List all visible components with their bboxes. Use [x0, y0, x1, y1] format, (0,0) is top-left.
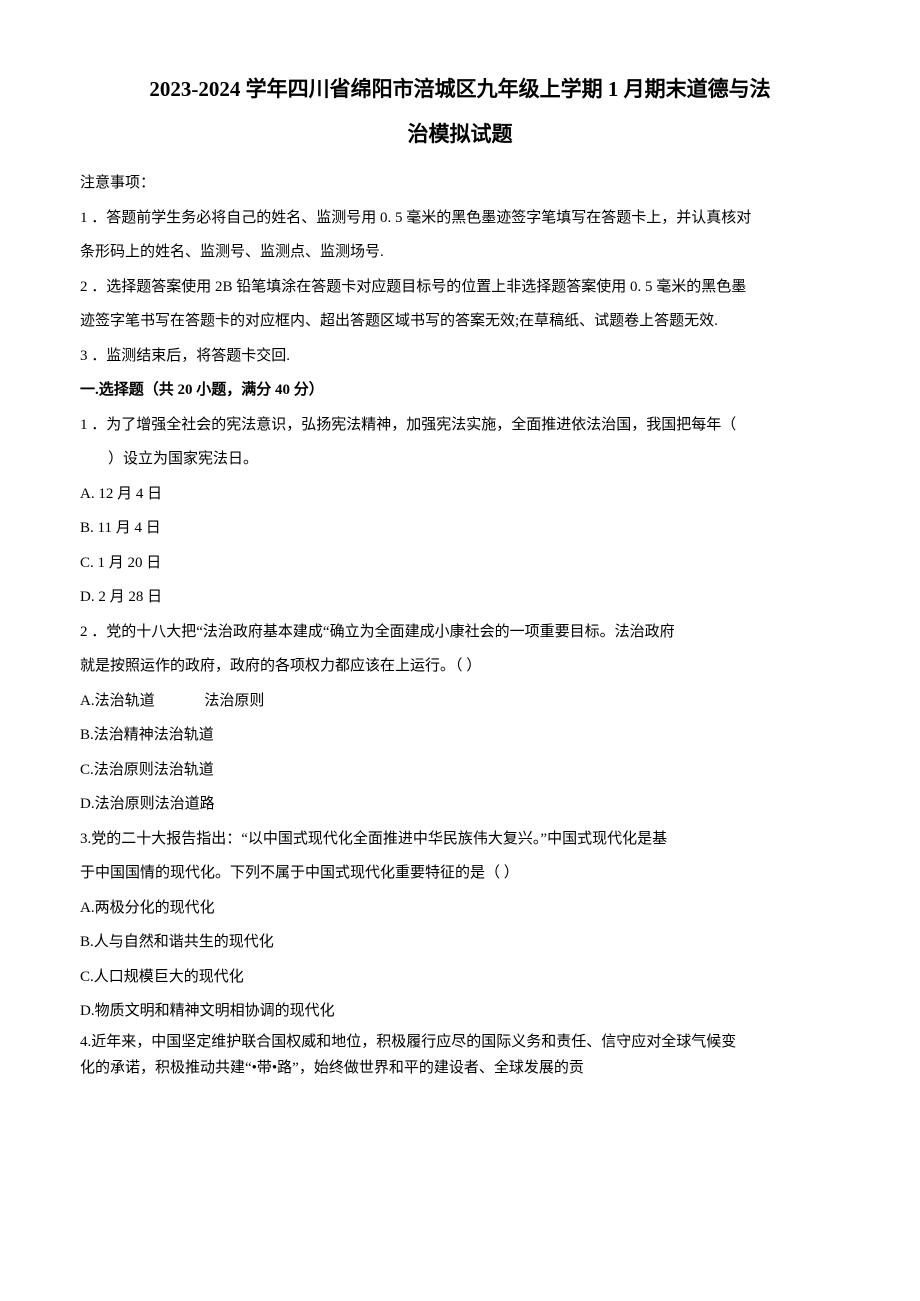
doc-title-line2: 治模拟试题 [80, 110, 840, 158]
notice-2b: 迹签字笔书写在答题卡的对应框内、超出答题区域书写的答案无效;在草稿纸、试题卷上答… [80, 304, 840, 339]
q4-line-2: 化的承诺，积极推动共建“•带•路”，始终做世界和平的建设者、全球发展的贡 [80, 1055, 840, 1081]
q2-stem-2: 就是按照运作的政府，政府的各项权力都应该在上运行。（ ） [80, 649, 840, 684]
q3-stem-1: 3.党的二十大报告指出：“以中国式现代化全面推进中华民族伟大复兴。”中国式现代化… [80, 822, 840, 857]
q1-option-c: C. 1 月 20 日 [80, 546, 840, 581]
notice-1a: 1 ．答题前学生务必将自己的姓名、监测号用 0. 5 毫米的黑色墨迹签字笔填写在… [80, 201, 840, 236]
q2-option-a1: A.法治轨道 [80, 684, 155, 719]
q2-option-d: D.法治原则法治道路 [80, 787, 840, 822]
q3-option-c: C.人口规模巨大的现代化 [80, 960, 840, 995]
q1-option-a: A. 12 月 4 日 [80, 477, 840, 512]
q3-option-b: B.人与自然和谐共生的现代化 [80, 925, 840, 960]
notice-label: 注意事项： [80, 166, 840, 201]
q1-option-b: B. 11 月 4 日 [80, 511, 840, 546]
q3-stem-2: 于中国国情的现代化。下列不属于中国式现代化重要特征的是（ ） [80, 856, 840, 891]
q2-option-c: C.法治原则法治轨道 [80, 753, 840, 788]
q3-option-d: D.物质文明和精神文明相协调的现代化 [80, 994, 840, 1029]
doc-title-line1: 2023-2024 学年四川省绵阳市涪城区九年级上学期 1 月期末道德与法 [80, 70, 840, 110]
q1-option-d: D. 2 月 28 日 [80, 580, 840, 615]
q2-option-a2: 法治原则 [204, 684, 264, 719]
q2-stem-1: 2 ．党的十八大把“法治政府基本建成“确立为全面建成小康社会的一项重要目标。法治… [80, 615, 840, 650]
q2-option-b: B.法治精神法治轨道 [80, 718, 840, 753]
q2-option-a: A.法治轨道 法治原则 [80, 684, 840, 719]
notice-3: 3 ．监测结束后，将答题卡交回. [80, 339, 840, 374]
notice-1b: 条形码上的姓名、监测号、监测点、监测场号. [80, 235, 840, 270]
q1-stem-2: ）设立为国家宪法日。 [80, 442, 840, 477]
q1-stem-1: 1 ．为了增强全社会的宪法意识，弘扬宪法精神，加强宪法实施，全面推进依法治国，我… [80, 408, 840, 443]
section-a-heading: 一.选择题（共 20 小题，满分 40 分） [80, 373, 840, 408]
q4-line-1: 4.近年来，中国坚定维护联合国权威和地位，积极履行应尽的国际义务和责任、信守应对… [80, 1029, 840, 1055]
q3-option-a: A.两极分化的现代化 [80, 891, 840, 926]
notice-2a: 2 ．选择题答案使用 2B 铅笔填涂在答题卡对应题目标号的位置上非选择题答案使用… [80, 270, 840, 305]
